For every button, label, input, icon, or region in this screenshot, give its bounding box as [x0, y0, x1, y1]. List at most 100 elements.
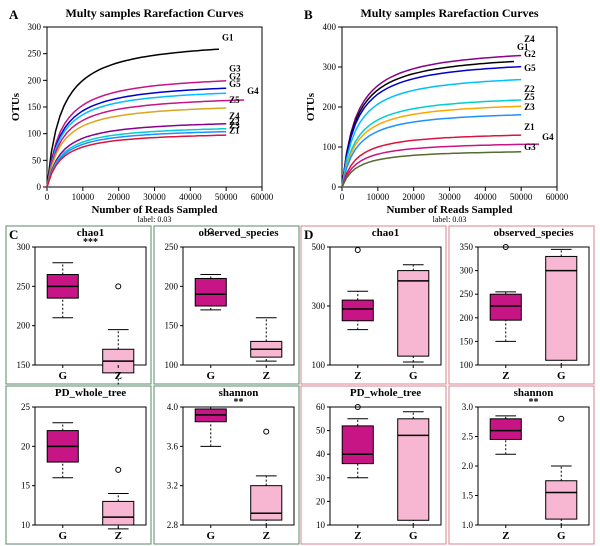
svg-text:0: 0	[45, 192, 50, 202]
series-label-G4: G4	[247, 86, 259, 96]
category-label: G	[556, 530, 565, 542]
box-G	[398, 271, 429, 357]
category-label: Z	[115, 530, 122, 542]
svg-text:100: 100	[459, 360, 473, 370]
box-Z	[490, 419, 521, 440]
panel-letter: A	[9, 7, 18, 23]
svg-text:250: 250	[164, 242, 178, 252]
panel-d-row2: Dchao1100300500ZGobserved_species1001502…	[300, 225, 595, 385]
panel-d-row3: PD_whole_tree102030405060ZGshannon**1.01…	[300, 385, 595, 545]
series-label-G5: G5	[229, 79, 241, 89]
panel-letter: D	[304, 227, 313, 243]
series-G3	[47, 81, 226, 187]
boxplot-title: observed_species	[493, 227, 574, 239]
series-G4	[342, 144, 539, 187]
svg-text:200: 200	[17, 321, 31, 331]
panel-c-row3: PD_whole_tree10152025GZshannon**2.83.23.…	[5, 385, 300, 545]
svg-text:50000: 50000	[215, 192, 238, 202]
boxplot-shannon: shannon**1.01.52.02.53.0ZG	[448, 385, 595, 545]
boxplot-shannon: shannon**2.83.23.64.0GZ	[153, 385, 300, 545]
svg-text:2.0: 2.0	[461, 461, 473, 471]
boxplot-title: chao1	[372, 227, 400, 239]
svg-text:0: 0	[340, 192, 345, 202]
series-G1	[342, 62, 514, 188]
svg-text:300: 300	[17, 242, 31, 252]
series-Z2	[342, 100, 521, 187]
svg-text:300: 300	[323, 62, 337, 72]
series-label-Z5: Z5	[229, 95, 240, 105]
svg-text:0: 0	[37, 182, 42, 192]
rarefaction-chart: 0100002000030000400005000060000050100150…	[5, 5, 300, 225]
svg-text:40000: 40000	[179, 192, 202, 202]
boxplot-chao1: chao1***150200250300GZ	[5, 225, 152, 385]
svg-text:250: 250	[17, 281, 31, 291]
svg-text:150: 150	[28, 102, 42, 112]
svg-text:200: 200	[164, 281, 178, 291]
svg-text:10000: 10000	[72, 192, 95, 202]
box-G	[545, 256, 576, 360]
category-label: Z	[502, 370, 509, 382]
svg-text:20: 20	[21, 441, 31, 451]
svg-text:300: 300	[28, 22, 42, 32]
svg-text:200: 200	[28, 75, 42, 85]
svg-text:400: 400	[323, 22, 337, 32]
svg-text:1.5: 1.5	[461, 491, 473, 501]
boxplot-observed_species: observed_species100150200250GZ	[153, 225, 300, 385]
series-Z2	[47, 129, 226, 187]
category-label: Z	[115, 370, 122, 382]
category-label: G	[58, 370, 67, 382]
svg-text:20: 20	[316, 496, 326, 506]
category-label: G	[206, 370, 215, 382]
category-label: G	[409, 370, 418, 382]
svg-text:100: 100	[323, 142, 337, 152]
series-label-G1: G1	[222, 33, 234, 43]
series-label-G3: G3	[524, 142, 536, 152]
category-label: G	[556, 370, 565, 382]
svg-text:300: 300	[459, 266, 473, 276]
svg-text:4.0: 4.0	[166, 402, 178, 412]
svg-text:20000: 20000	[402, 192, 425, 202]
svg-text:50: 50	[316, 426, 326, 436]
svg-text:40000: 40000	[474, 192, 497, 202]
svg-text:10: 10	[21, 520, 31, 530]
sublabel: label: 0.03	[433, 215, 467, 224]
category-label: Z	[354, 530, 361, 542]
svg-text:1.0: 1.0	[461, 520, 473, 530]
panel-c-row2: Cchao1***150200250300GZobserved_species1…	[5, 225, 300, 385]
panel-b: B010000200003000040000500006000001002003…	[300, 5, 595, 225]
svg-text:3.6: 3.6	[166, 441, 178, 451]
box-Z	[250, 486, 281, 520]
rarefaction-chart: 0100002000030000400005000060000010020030…	[300, 5, 595, 225]
svg-text:200: 200	[459, 313, 473, 323]
svg-text:20000: 20000	[107, 192, 130, 202]
series-Z3	[47, 132, 226, 187]
boxplot-title: PD_whole_tree	[55, 387, 126, 399]
svg-text:500: 500	[312, 242, 326, 252]
svg-text:100: 100	[312, 360, 326, 370]
boxplot-observed_species: observed_species100150200250300350ZG	[448, 225, 595, 385]
series-label-G5: G5	[524, 63, 536, 73]
category-label: Z	[354, 370, 361, 382]
series-label-G4: G4	[542, 132, 554, 142]
box-G	[195, 278, 226, 306]
svg-text:50: 50	[32, 155, 42, 165]
svg-text:30000: 30000	[143, 192, 166, 202]
chart-title: Multy samples Rarefaction Curves	[360, 6, 538, 20]
svg-text:30000: 30000	[438, 192, 461, 202]
svg-text:0: 0	[332, 182, 337, 192]
svg-text:40: 40	[316, 449, 326, 459]
panel-letter: C	[9, 227, 18, 243]
category-label: Z	[262, 530, 269, 542]
y-axis-label: OTUs	[10, 92, 22, 121]
box-G	[545, 481, 576, 519]
svg-text:50000: 50000	[510, 192, 533, 202]
significance-marker: **	[528, 397, 538, 408]
box-Z	[342, 426, 373, 464]
series-label-Z5: Z5	[524, 92, 535, 102]
series-label-Z1: Z1	[524, 122, 535, 132]
svg-text:2.8: 2.8	[166, 520, 178, 530]
series-G5	[342, 80, 521, 187]
box-Z	[490, 294, 521, 320]
svg-text:60000: 60000	[251, 192, 274, 202]
svg-text:150: 150	[164, 321, 178, 331]
